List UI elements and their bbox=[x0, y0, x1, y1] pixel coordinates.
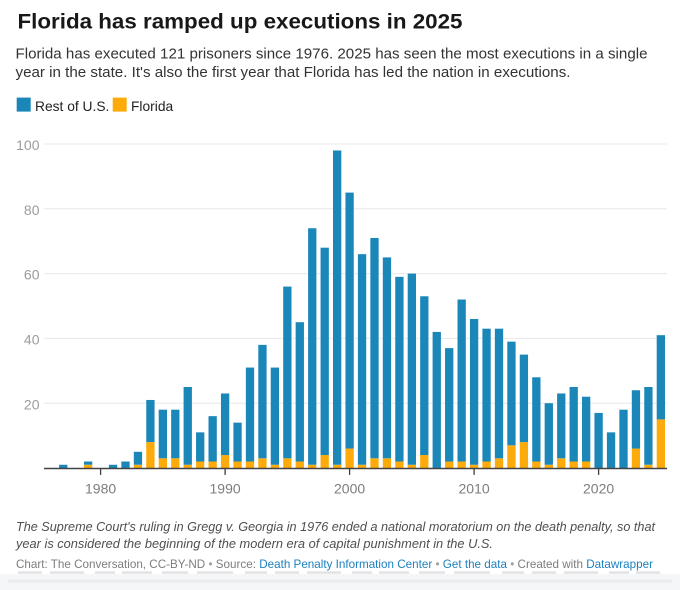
svg-text:20: 20 bbox=[24, 396, 40, 412]
svg-text:year is considered the beginni: year is considered the beginning of the … bbox=[15, 536, 493, 551]
svg-text:2010: 2010 bbox=[459, 481, 490, 497]
svg-text:Florida has ramped up executio: Florida has ramped up executions in 2025 bbox=[18, 9, 463, 33]
svg-text:2020: 2020 bbox=[583, 481, 614, 497]
svg-text:2000: 2000 bbox=[334, 481, 365, 497]
svg-text:60: 60 bbox=[24, 267, 40, 283]
svg-text:The Supreme Court's ruling in: The Supreme Court's ruling in Gregg v. G… bbox=[16, 519, 656, 534]
svg-text:40: 40 bbox=[24, 332, 40, 348]
svg-text:Florida has executed 121 priso: Florida has executed 121 prisoners since… bbox=[16, 46, 648, 63]
svg-text:year in the state. It's also t: year in the state. It's also the first y… bbox=[16, 64, 571, 81]
svg-text:80: 80 bbox=[24, 202, 40, 218]
svg-text:Rest of U.S.: Rest of U.S. bbox=[35, 99, 109, 114]
svg-text:1990: 1990 bbox=[210, 481, 241, 497]
svg-text:1980: 1980 bbox=[85, 481, 116, 497]
svg-text:100: 100 bbox=[16, 137, 40, 153]
svg-text:Florida: Florida bbox=[131, 99, 173, 114]
svg-text:Chart: The Conversation, CC-BY: Chart: The Conversation, CC-BY-ND • Sour… bbox=[16, 557, 653, 571]
